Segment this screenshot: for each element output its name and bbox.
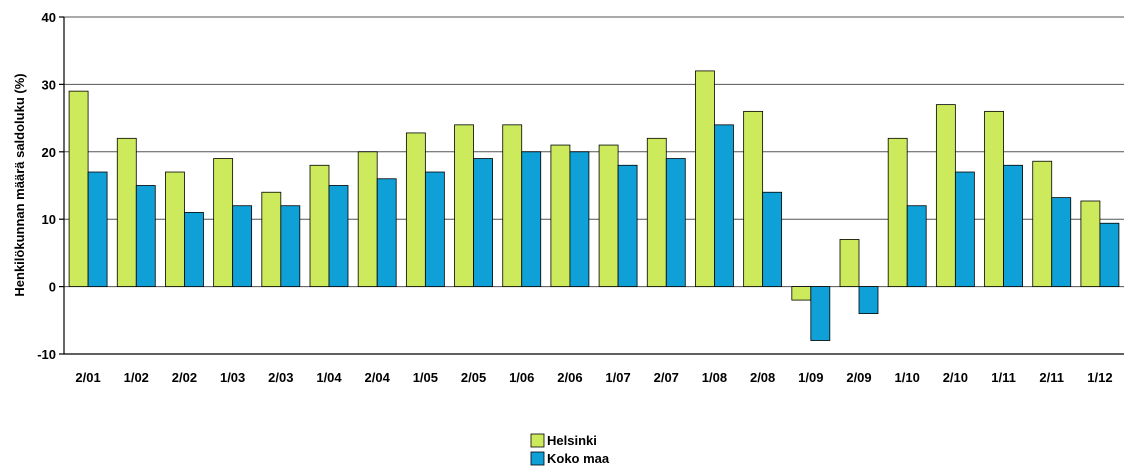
bar-koko-maa-1-10 <box>906 205 927 287</box>
bar-helsinki-1-10 <box>887 137 908 288</box>
y-tick-label: 10 <box>42 212 56 227</box>
bar-helsinki-2-06 <box>550 144 571 287</box>
bar-koko-maa-2-11 <box>1051 197 1072 288</box>
bar-koko-maa-1-11 <box>1003 164 1023 287</box>
x-tick-label: 1/03 <box>220 370 245 385</box>
y-tick-labels: -10 0 10 20 30 40 <box>37 10 56 362</box>
x-tick-label: 2/02 <box>172 370 197 385</box>
x-tick-label: 1/04 <box>316 370 342 385</box>
bar-koko-maa-1-09 <box>810 286 831 341</box>
bar-koko-maa-2-09 <box>858 286 879 314</box>
x-tick-label: 2/09 <box>846 370 871 385</box>
bar-koko-maa-2-01 <box>87 171 108 288</box>
x-tick-label: 2/11 <box>1039 370 1064 385</box>
x-tick-label: 2/01 <box>75 370 100 385</box>
x-tick-label: 2/06 <box>557 370 582 385</box>
bar-helsinki-2-09 <box>839 239 860 287</box>
bar-helsinki-1-09 <box>791 286 812 301</box>
axes <box>59 16 1124 355</box>
x-tick-label: 1/11 <box>991 370 1016 385</box>
bar-koko-maa-2-05 <box>473 158 493 287</box>
bar-helsinki-1-11 <box>984 110 1004 288</box>
y-tick-label: 20 <box>42 145 56 160</box>
x-tick-label: 2/08 <box>750 370 775 385</box>
bar-helsinki-1-04 <box>309 164 330 287</box>
x-tick-label: 1/09 <box>798 370 823 385</box>
bar-helsinki-2-02 <box>165 171 185 288</box>
bar-helsinki-1-05 <box>405 132 426 287</box>
x-tick-labels: 2/01 1/02 2/02 1/03 2/03 1/04 2/04 1/05 2/05 1/06… <box>75 370 1112 385</box>
x-tick-label: 2/04 <box>365 370 391 385</box>
x-tick-label: 1/06 <box>509 370 534 385</box>
legend-label: Koko maa <box>547 451 610 466</box>
x-tick-label: 1/12 <box>1087 370 1112 385</box>
bar-helsinki-2-05 <box>454 124 474 287</box>
bar-koko-maa-2-07 <box>665 158 686 287</box>
x-tick-label: 1/07 <box>605 370 630 385</box>
x-tick-label: 2/07 <box>654 370 679 385</box>
bar-koko-maa-1-06 <box>521 151 542 288</box>
x-tick-label: 2/10 <box>943 370 968 385</box>
bar-helsinki-2-04 <box>357 151 378 288</box>
bar-helsinki-1-12 <box>1080 200 1101 287</box>
bar-helsinki-2-11 <box>1032 160 1053 287</box>
bar-koko-maa-1-08 <box>714 124 734 287</box>
x-tick-label: 2/03 <box>268 370 293 385</box>
x-tick-label: 1/05 <box>413 370 438 385</box>
x-tick-label: 2/05 <box>461 370 486 385</box>
bars <box>68 70 1120 341</box>
bar-koko-maa-1-05 <box>424 171 445 288</box>
bar-koko-maa-2-10 <box>954 171 975 288</box>
bar-koko-maa-1-12 <box>1099 222 1120 288</box>
bar-helsinki-1-06 <box>502 124 523 287</box>
bar-helsinki-2-01 <box>68 90 89 288</box>
bar-koko-maa-2-04 <box>376 178 397 287</box>
bar-koko-maa-2-02 <box>184 212 204 288</box>
legend-label: Helsinki <box>547 433 597 448</box>
bar-koko-maa-1-07 <box>617 164 638 287</box>
bar-koko-maa-2-03 <box>280 205 301 287</box>
legend-swatch <box>530 451 545 466</box>
bar-koko-maa-2-08 <box>762 191 783 288</box>
x-tick-label: 1/10 <box>895 370 920 385</box>
bar-helsinki-1-02 <box>116 137 137 288</box>
x-tick-label: 1/02 <box>124 370 149 385</box>
bar-koko-maa-1-04 <box>328 185 349 287</box>
bar-koko-maa-1-03 <box>232 205 253 287</box>
y-axis-label: Henkilökunnan määrä saldoluku (%) <box>12 73 27 296</box>
y-tick-label: -10 <box>37 347 56 362</box>
bar-helsinki-2-10 <box>935 104 956 287</box>
y-tick-label: 30 <box>42 77 56 92</box>
legend-swatch <box>530 433 545 448</box>
bar-helsinki-2-08 <box>743 110 764 288</box>
bar-helsinki-1-03 <box>213 158 234 287</box>
bar-helsinki-1-07 <box>598 144 619 287</box>
y-tick-label: 0 <box>49 280 56 295</box>
x-tick-label: 1/08 <box>702 370 727 385</box>
bar-koko-maa-1-02 <box>135 185 156 287</box>
legend: Helsinki Koko maa <box>530 433 610 466</box>
bar-koko-maa-2-06 <box>569 151 590 288</box>
bar-helsinki-2-07 <box>646 137 667 288</box>
bar-helsinki-1-08 <box>695 70 715 287</box>
bar-helsinki-2-03 <box>261 191 282 288</box>
y-tick-label: 40 <box>42 10 56 25</box>
